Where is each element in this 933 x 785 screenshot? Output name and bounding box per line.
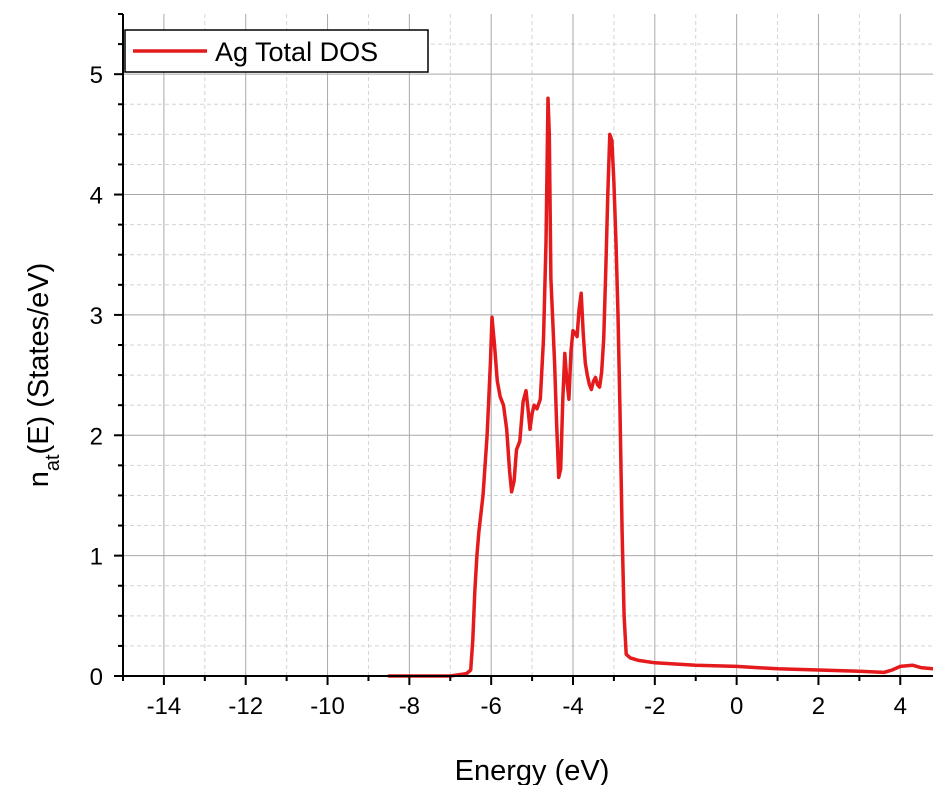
x-tick-label: -10 bbox=[310, 693, 345, 720]
y-tick-label: 5 bbox=[90, 62, 103, 89]
legend-label: Ag Total DOS bbox=[215, 37, 378, 67]
y-axis-title: nat(E) (States/eV) bbox=[23, 263, 64, 488]
x-tick-label: -8 bbox=[399, 693, 420, 720]
x-axis-title: Energy (eV) bbox=[455, 755, 610, 785]
y-axis-title-subscript: at bbox=[42, 454, 64, 471]
y-tick-label: 0 bbox=[90, 664, 103, 691]
y-tick-label: 3 bbox=[90, 303, 103, 330]
ticks-layer: -14 -12 -10 -8 -6 -4 -2 0 2 4 0 1 2 3 4 5 bbox=[90, 13, 907, 720]
y-tick-label: 1 bbox=[90, 544, 103, 571]
y-tick-label: 2 bbox=[90, 423, 103, 450]
x-tick-label: -14 bbox=[147, 693, 182, 720]
x-tick-label: -12 bbox=[228, 693, 263, 720]
x-tick-label: 2 bbox=[812, 693, 825, 720]
x-tick-label: -4 bbox=[562, 693, 583, 720]
legend: Ag Total DOS bbox=[124, 29, 429, 73]
x-tick-label: 0 bbox=[730, 693, 743, 720]
x-tick-label: -2 bbox=[644, 693, 665, 720]
series-layer bbox=[387, 96, 933, 678]
y-tick-label: 4 bbox=[90, 183, 103, 210]
x-tick-label: 4 bbox=[894, 693, 907, 720]
y-axis-title-main: n bbox=[23, 471, 55, 487]
grid-layer bbox=[122, 14, 933, 676]
x-tick-label: -6 bbox=[481, 693, 502, 720]
series-line bbox=[387, 96, 933, 678]
y-axis-title-rest: (E) (States/eV) bbox=[23, 263, 55, 455]
